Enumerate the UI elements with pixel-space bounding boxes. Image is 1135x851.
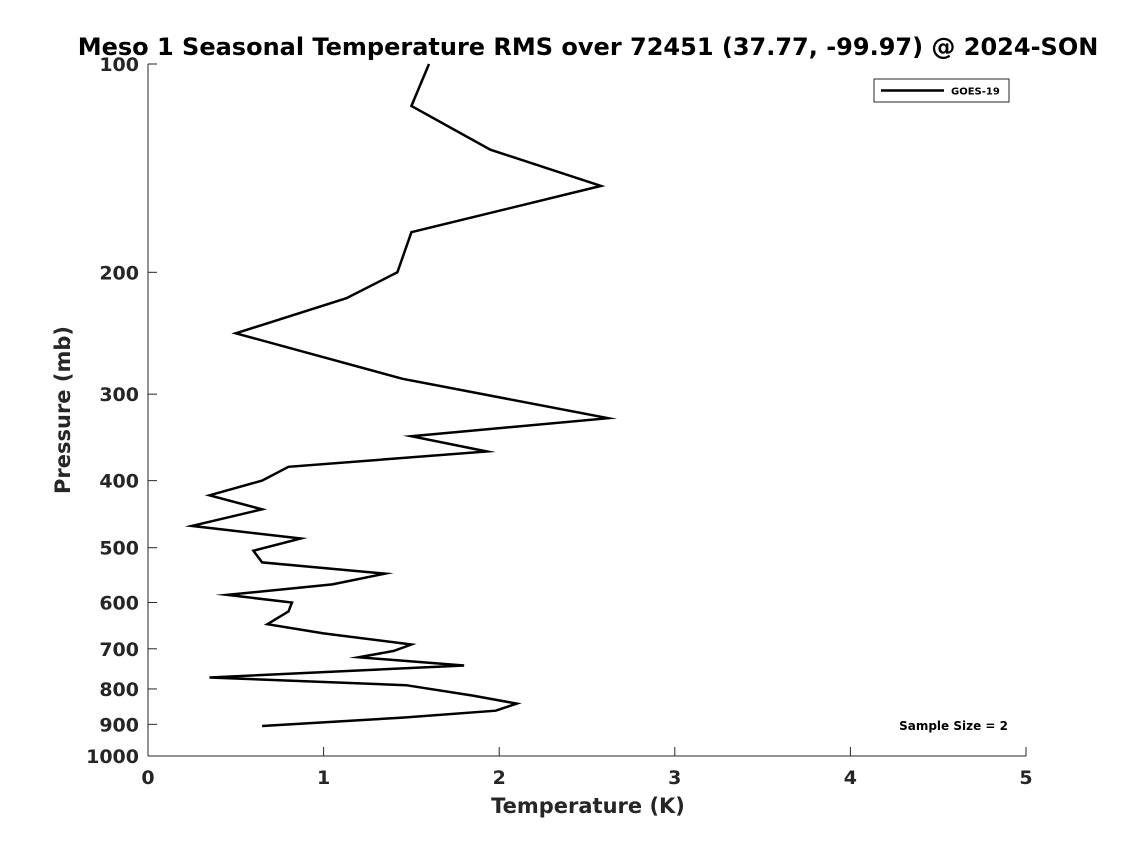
y-tick-label: 700 xyxy=(99,639,139,661)
x-tick-label: 1 xyxy=(317,767,330,789)
y-tick-label: 100 xyxy=(99,54,139,76)
series-line-goes-19 xyxy=(184,63,618,728)
x-tick-label: 2 xyxy=(493,767,506,789)
legend-label-goes-19: GOES-19 xyxy=(951,87,1000,98)
y-tick-label: 600 xyxy=(99,592,139,614)
y-tick-label: 1000 xyxy=(86,746,139,768)
y-tick-label: 200 xyxy=(99,262,139,284)
y-tick-label: 800 xyxy=(99,679,139,701)
plot-axes: 0 1 2 3 4 5 100 200 300 400 500 600 700 800 900 1000 xyxy=(86,54,1033,789)
legend: GOES-19 xyxy=(873,78,1010,103)
x-tick-label: 0 xyxy=(141,767,154,789)
y-tick-label: 300 xyxy=(99,384,139,406)
y-tick-label: 400 xyxy=(99,471,139,493)
x-tick-label: 3 xyxy=(668,767,681,789)
y-axis-label: Pressure (mb) xyxy=(51,326,75,494)
y-tick-label: 500 xyxy=(99,538,139,560)
chart-title: Meso 1 Seasonal Temperature RMS over 724… xyxy=(78,33,1099,61)
x-tick-label: 5 xyxy=(1019,767,1032,789)
x-axis-label: Temperature (K) xyxy=(491,794,685,818)
series-layer xyxy=(184,63,618,728)
y-tick-label: 900 xyxy=(99,714,139,736)
sample-size-annotation: Sample Size = 2 xyxy=(899,719,1008,733)
x-tick-label: 4 xyxy=(844,767,857,789)
